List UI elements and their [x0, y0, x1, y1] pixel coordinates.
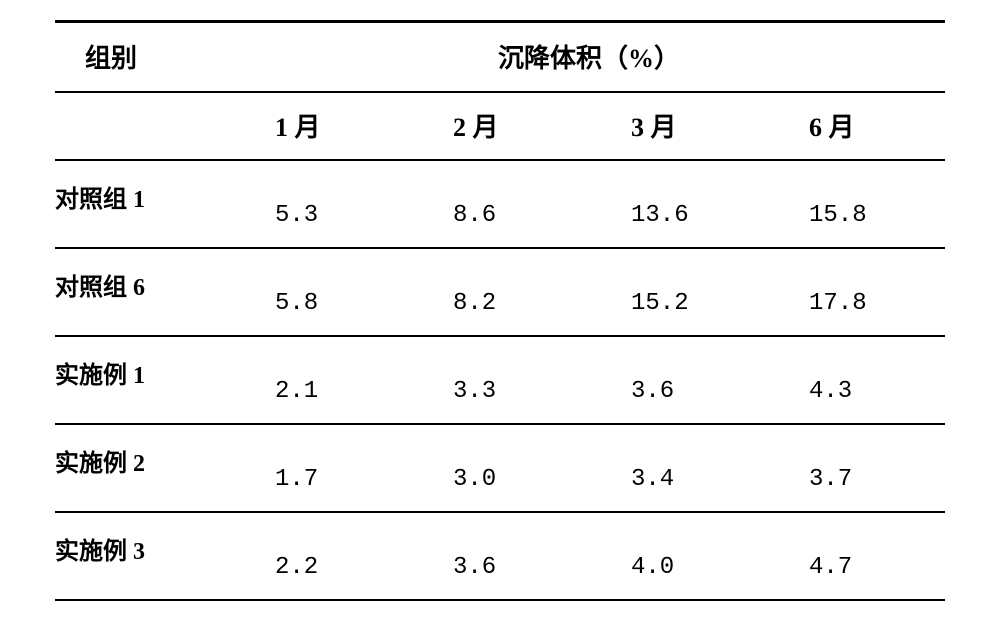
table-row: 对照组 1 5.3 8.6 13.6 15.8: [55, 160, 945, 248]
data-cell: 3.6: [411, 512, 589, 600]
data-cell: 4.7: [767, 512, 945, 600]
data-cell: 15.2: [589, 248, 767, 336]
data-cell: 13.6: [589, 160, 767, 248]
data-cell: 1.7: [233, 424, 411, 512]
column-header-month-2: 2 月: [411, 92, 589, 160]
data-cell: 3.6: [589, 336, 767, 424]
row-label: 对照组 6: [55, 248, 233, 336]
table-row: 对照组 6 5.8 8.2 15.2 17.8: [55, 248, 945, 336]
data-cell: 2.2: [233, 512, 411, 600]
data-cell: 4.0: [589, 512, 767, 600]
data-cell: 4.3: [767, 336, 945, 424]
data-cell: 15.8: [767, 160, 945, 248]
row-label: 对照组 1: [55, 160, 233, 248]
data-cell: 8.6: [411, 160, 589, 248]
data-cell: 8.2: [411, 248, 589, 336]
data-cell: 5.8: [233, 248, 411, 336]
column-header-month-3: 3 月: [589, 92, 767, 160]
data-cell: 5.3: [233, 160, 411, 248]
row-label: 实施例 1: [55, 336, 233, 424]
header-volume-label: 沉降体积（%）: [233, 22, 945, 92]
table-row: 实施例 1 2.1 3.3 3.6 4.3: [55, 336, 945, 424]
data-cell: 3.4: [589, 424, 767, 512]
data-cell: 3.0: [411, 424, 589, 512]
data-cell: 3.3: [411, 336, 589, 424]
column-header-month-6: 6 月: [767, 92, 945, 160]
table-subheader-row: 1 月 2 月 3 月 6 月: [55, 92, 945, 160]
header-group-label: 组别: [55, 22, 233, 92]
table-row: 实施例 2 1.7 3.0 3.4 3.7: [55, 424, 945, 512]
subheader-empty: [55, 92, 233, 160]
data-cell: 3.7: [767, 424, 945, 512]
row-label: 实施例 3: [55, 512, 233, 600]
sedimentation-volume-table: 组别 沉降体积（%） 1 月 2 月 3 月 6 月 对照组 1 5.3 8.6…: [55, 20, 945, 601]
table-header-row: 组别 沉降体积（%）: [55, 22, 945, 92]
column-header-month-1: 1 月: [233, 92, 411, 160]
row-label: 实施例 2: [55, 424, 233, 512]
table-row: 实施例 3 2.2 3.6 4.0 4.7: [55, 512, 945, 600]
data-cell: 17.8: [767, 248, 945, 336]
data-cell: 2.1: [233, 336, 411, 424]
